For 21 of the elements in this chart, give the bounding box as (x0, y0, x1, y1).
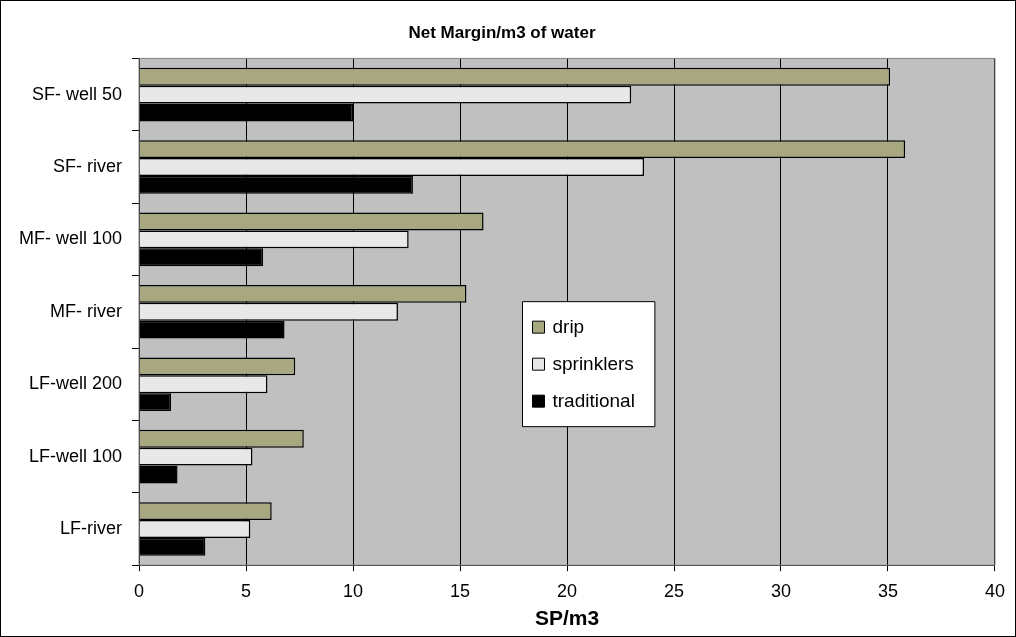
x-tick-label: 5 (241, 580, 252, 601)
y-tick-label: LF-river (60, 517, 123, 538)
y-tick-label: LF-well 100 (28, 445, 123, 466)
legend-label: traditional (552, 390, 635, 412)
x-tick-label: 30 (770, 580, 792, 601)
y-tick-label: MF- well 100 (18, 228, 123, 249)
y-tick-label: LF-well 200 (28, 373, 123, 394)
x-tick-label: 10 (343, 580, 364, 601)
legend-label: sprinklers (552, 353, 634, 375)
x-axis-title: SP/m3 (534, 606, 600, 630)
x-tick-label: 25 (663, 580, 685, 601)
x-tick-label: 20 (556, 580, 578, 601)
y-tick-label: SF- well 50 (31, 83, 123, 104)
x-tick-label: 40 (984, 580, 1005, 601)
y-tick-label: MF- river (50, 300, 123, 321)
y-tick-label: SF- river (53, 155, 123, 176)
x-tick-label: 35 (877, 580, 899, 601)
x-tick-label: 15 (450, 580, 471, 601)
x-tick-label: 0 (134, 580, 145, 601)
chart-title: Net Margin/m3 of water (408, 22, 596, 42)
legend-label: drip (552, 316, 585, 338)
